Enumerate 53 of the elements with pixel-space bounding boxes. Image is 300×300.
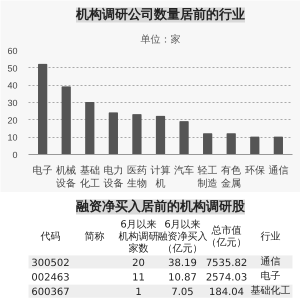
text: 2574.03 — [206, 272, 248, 284]
text: 电子 — [260, 271, 280, 282]
text: 002463 — [31, 272, 70, 284]
text: 融资净买入居前的机构调研股 — [76, 198, 246, 214]
chart-title: 机构调研公司数量居前的行业 — [75, 8, 245, 22]
category-label: 代码 — [40, 232, 60, 243]
y-tick-label: 40 — [7, 80, 18, 91]
text: 184.04 — [209, 287, 244, 298]
y-tick-label: 30 — [7, 98, 18, 108]
bar — [132, 114, 142, 154]
text: 通信 — [260, 256, 280, 268]
x-tick-label: 电子 — [32, 164, 53, 176]
y-tick-label: 20 — [7, 115, 18, 126]
x-tick-label: 汽车 — [174, 164, 194, 176]
text: 7535.82 — [206, 258, 248, 269]
text: 基础化工 — [250, 286, 290, 297]
x-tick-label: 环保 — [244, 166, 265, 176]
bar — [62, 86, 71, 154]
category-label: 总市值（亿元） — [206, 224, 246, 249]
x-tick-label: 基础化工 — [80, 164, 100, 190]
category-label: 6月以来机构调研家数 — [118, 218, 158, 255]
x-tick-label: 通信 — [268, 164, 288, 176]
x-tick-label: 机械设备 — [56, 164, 76, 190]
text: 300502 — [31, 258, 70, 269]
bar — [108, 112, 118, 154]
x-tick-label: 有色金属 — [221, 164, 242, 190]
x-tick-label: 医药生物 — [126, 164, 147, 190]
y-tick-label: 50 — [7, 63, 18, 74]
category-label: 6月以来融资净买入（亿元） — [158, 218, 208, 255]
x-tick-label: 计算机 — [150, 164, 170, 190]
chart-subtitle: 单位：家 — [140, 34, 180, 46]
text: 7.05 — [171, 287, 194, 298]
bar — [203, 133, 212, 154]
text: 600367 — [31, 287, 70, 298]
bar — [250, 136, 260, 154]
x-tick-label: 轻工制造 — [198, 164, 218, 190]
bar — [156, 116, 166, 154]
category-label: 行业 — [260, 230, 280, 243]
text: 20 — [132, 258, 145, 269]
text: 38.19 — [168, 258, 197, 269]
text: 11 — [132, 272, 145, 284]
category-label: 简称 — [84, 230, 104, 243]
text: 10.87 — [168, 272, 197, 284]
y-tick-label: 10 — [7, 132, 18, 143]
bar — [226, 133, 236, 154]
x-tick-label: 电力设备 — [103, 164, 124, 190]
y-tick-label: 0 — [12, 150, 18, 160]
bar — [38, 64, 48, 154]
bar — [179, 121, 189, 154]
y-tick-label: 60 — [7, 46, 18, 56]
bar — [85, 102, 94, 154]
text: 1 — [135, 287, 142, 298]
bar — [274, 136, 283, 154]
